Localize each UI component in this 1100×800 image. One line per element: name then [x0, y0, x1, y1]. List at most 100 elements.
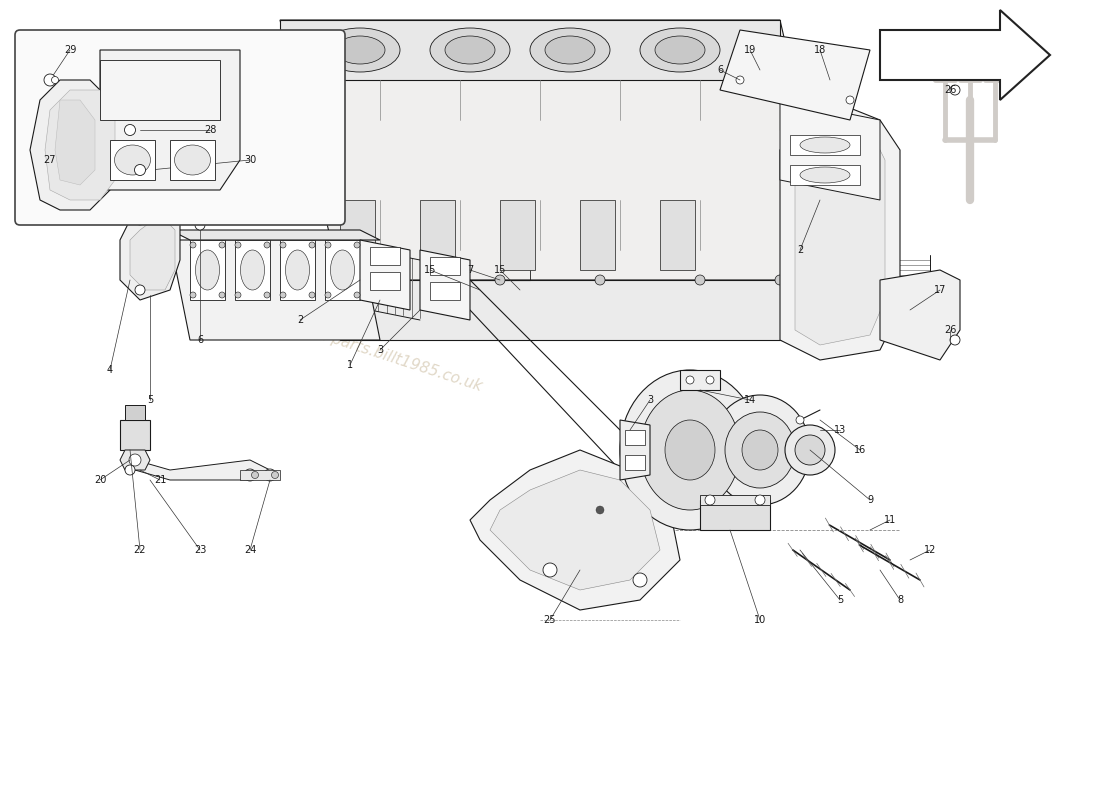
Ellipse shape: [800, 137, 850, 153]
Text: 21: 21: [154, 475, 166, 485]
Circle shape: [706, 376, 714, 384]
Polygon shape: [795, 115, 886, 345]
Ellipse shape: [725, 412, 795, 488]
Polygon shape: [360, 240, 410, 310]
Text: a parts.billt1985.co.uk: a parts.billt1985.co.uk: [316, 326, 484, 394]
Ellipse shape: [795, 435, 825, 465]
Polygon shape: [120, 200, 180, 300]
Text: 14: 14: [744, 395, 756, 405]
Polygon shape: [470, 450, 680, 610]
Text: 20: 20: [94, 475, 107, 485]
Text: 5: 5: [837, 595, 843, 605]
Ellipse shape: [175, 145, 210, 175]
Polygon shape: [170, 230, 380, 240]
Circle shape: [354, 242, 360, 248]
Text: 1985: 1985: [763, 427, 837, 473]
Text: 18: 18: [814, 45, 826, 55]
Text: 3: 3: [647, 395, 653, 405]
Bar: [580, 200, 615, 270]
Ellipse shape: [785, 425, 835, 475]
Polygon shape: [790, 165, 860, 185]
Polygon shape: [130, 215, 175, 290]
Polygon shape: [135, 460, 270, 480]
Text: 12: 12: [924, 545, 936, 555]
Polygon shape: [490, 470, 660, 590]
Polygon shape: [280, 20, 780, 80]
Polygon shape: [110, 140, 155, 180]
Circle shape: [776, 275, 785, 285]
Ellipse shape: [666, 420, 715, 480]
Polygon shape: [420, 250, 470, 320]
Circle shape: [309, 292, 315, 298]
Circle shape: [755, 495, 764, 505]
Text: 26: 26: [944, 85, 956, 95]
Text: 13: 13: [834, 425, 846, 435]
Polygon shape: [280, 20, 840, 280]
Text: 2: 2: [796, 245, 803, 255]
Polygon shape: [660, 410, 790, 490]
Ellipse shape: [620, 370, 760, 530]
Polygon shape: [700, 500, 770, 530]
Polygon shape: [625, 430, 645, 445]
Bar: [125, 405, 145, 420]
Circle shape: [124, 125, 135, 135]
Text: 25: 25: [543, 615, 557, 625]
Circle shape: [705, 495, 715, 505]
Ellipse shape: [800, 167, 850, 183]
Text: 30: 30: [244, 155, 256, 165]
Circle shape: [950, 85, 960, 95]
Circle shape: [129, 454, 141, 466]
Ellipse shape: [530, 28, 610, 72]
Circle shape: [395, 275, 405, 285]
Polygon shape: [55, 100, 95, 185]
Polygon shape: [370, 272, 400, 290]
Circle shape: [632, 573, 647, 587]
Circle shape: [495, 275, 505, 285]
Circle shape: [280, 292, 286, 298]
Text: 15: 15: [424, 265, 437, 275]
Circle shape: [195, 220, 205, 230]
Text: 27: 27: [44, 155, 56, 165]
Ellipse shape: [544, 36, 595, 64]
Polygon shape: [100, 50, 240, 190]
Ellipse shape: [710, 395, 810, 505]
FancyBboxPatch shape: [15, 30, 345, 225]
Ellipse shape: [430, 28, 510, 72]
Polygon shape: [430, 282, 460, 300]
Text: 24: 24: [244, 545, 256, 555]
Text: 6: 6: [197, 335, 204, 345]
Ellipse shape: [196, 250, 220, 290]
Polygon shape: [190, 240, 226, 300]
Text: 28: 28: [204, 125, 217, 135]
Ellipse shape: [336, 36, 385, 64]
Polygon shape: [170, 140, 214, 180]
Polygon shape: [720, 30, 870, 120]
Polygon shape: [780, 100, 880, 200]
Text: 26: 26: [944, 325, 956, 335]
Polygon shape: [700, 495, 770, 505]
Text: 8: 8: [896, 595, 903, 605]
Circle shape: [736, 76, 744, 84]
Circle shape: [264, 292, 270, 298]
Circle shape: [264, 242, 270, 248]
Text: 7: 7: [466, 265, 473, 275]
Text: 10: 10: [754, 615, 766, 625]
Polygon shape: [324, 240, 360, 300]
Ellipse shape: [286, 250, 309, 290]
Circle shape: [280, 242, 286, 248]
Circle shape: [134, 165, 145, 175]
Polygon shape: [430, 257, 460, 275]
Circle shape: [324, 242, 331, 248]
Ellipse shape: [640, 28, 720, 72]
Circle shape: [125, 465, 135, 475]
Circle shape: [190, 242, 196, 248]
Polygon shape: [280, 240, 315, 300]
Text: 22: 22: [134, 545, 146, 555]
Text: 19: 19: [744, 45, 756, 55]
Polygon shape: [880, 270, 960, 360]
Polygon shape: [680, 370, 720, 390]
Polygon shape: [100, 60, 220, 120]
Polygon shape: [340, 280, 840, 340]
Ellipse shape: [114, 145, 151, 175]
Polygon shape: [120, 450, 150, 470]
